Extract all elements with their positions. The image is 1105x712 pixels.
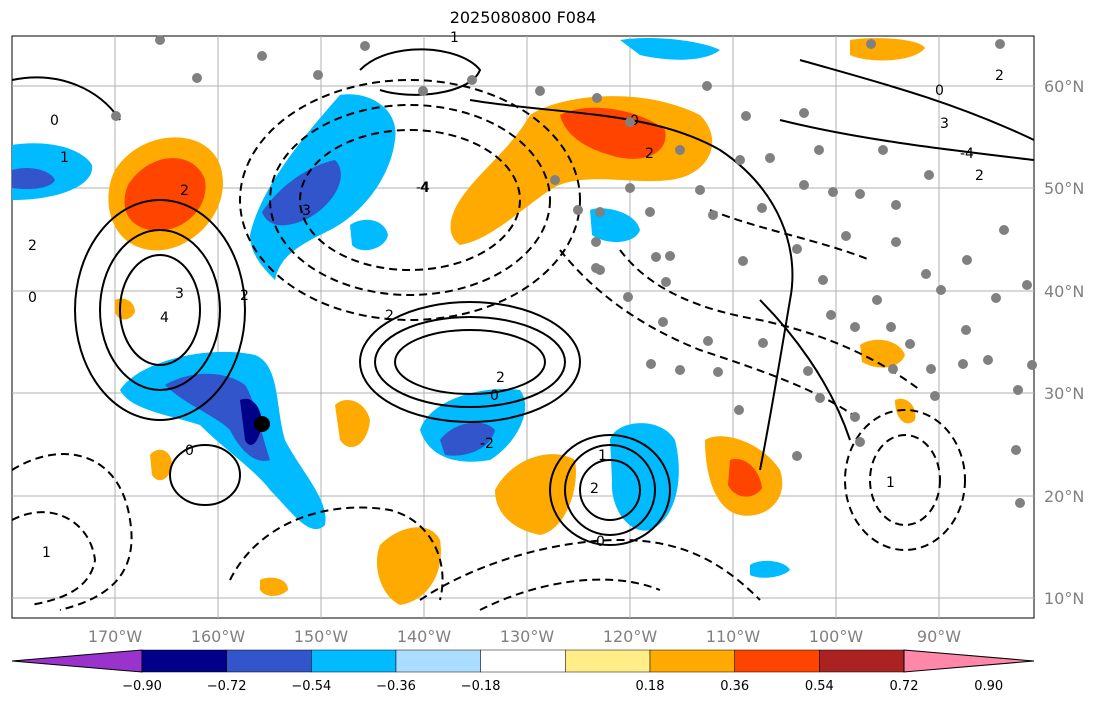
- contour-label: 1: [886, 475, 895, 491]
- negative-anomaly-area: [12, 168, 55, 190]
- negative-anomaly-area: [120, 351, 326, 530]
- lon-label: 90°W: [917, 627, 961, 646]
- negative-anomaly-area: [620, 38, 720, 60]
- contour-label: -4: [416, 180, 430, 196]
- contour-label: 2: [496, 370, 505, 386]
- colorbar-tick-label: 0.36: [720, 679, 749, 694]
- colorbar-tick-label: 0.18: [636, 679, 665, 694]
- colorbar-tick-label: 0.54: [805, 679, 834, 694]
- lon-label: 150°W: [294, 627, 349, 646]
- colorbar: −0.90 −0.72 −0.54 −0.36 −0.18 0.18 0.36 0.54 0.7…: [11, 649, 1035, 694]
- lat-label: 50°N: [1044, 179, 1084, 198]
- colorbar-bin: [565, 649, 651, 673]
- latitude-labels: 60°N 50°N 40°N 30°N 20°N 10°N: [1044, 77, 1084, 608]
- colorbar-bin: [649, 649, 735, 673]
- lon-label: 170°W: [88, 627, 143, 646]
- map-title: 2025080800 F084: [449, 8, 597, 27]
- colorbar-bin: [311, 649, 397, 673]
- contour-label: 0: [490, 388, 499, 404]
- colorbar-extend-high: [903, 649, 1035, 673]
- positive-anomaly-area: [335, 400, 370, 448]
- contour-label: 1: [60, 150, 69, 166]
- contour-label: 2: [240, 288, 249, 304]
- lon-label: 120°W: [603, 627, 658, 646]
- contour-label: 4: [420, 180, 429, 196]
- positive-anomaly-area: [260, 577, 288, 596]
- lon-label: 110°W: [706, 627, 761, 646]
- negative-contour-lines: [11, 79, 966, 611]
- negative-anomaly-area: [610, 423, 679, 531]
- contour-label: 3: [940, 116, 949, 132]
- positive-anomaly-area: [895, 398, 916, 424]
- colorbar-bin: [480, 649, 566, 673]
- contour-lines: [11, 48, 1035, 546]
- contour-label: -2: [480, 436, 494, 452]
- positive-anomaly-area: [376, 527, 441, 605]
- lat-label: 40°N: [1044, 282, 1084, 301]
- lon-label: 100°W: [809, 627, 864, 646]
- negative-anomaly-area: [590, 208, 640, 242]
- colorbar-bin: [141, 649, 227, 673]
- contour-label: 2: [590, 481, 599, 497]
- highlight-marker: [254, 416, 270, 432]
- colorbar-bin: [734, 649, 820, 673]
- contour-label: 2: [180, 183, 189, 199]
- negative-anomaly-area: [240, 398, 262, 445]
- strong-positive-anomaly-area: [560, 107, 666, 159]
- negative-anomaly-area: [440, 422, 495, 456]
- contour-label: 0: [596, 534, 605, 550]
- positive-anomaly-area: [860, 339, 905, 368]
- lon-label: 160°W: [191, 627, 246, 646]
- positive-anomaly-area: [150, 449, 172, 481]
- lat-label: 60°N: [1044, 77, 1084, 96]
- negative-anomaly-area: [750, 560, 790, 578]
- lat-label: 10°N: [1044, 589, 1084, 608]
- lon-label: 130°W: [500, 627, 555, 646]
- colorbar-tick-label: −0.54: [291, 679, 331, 694]
- negative-anomaly-area: [165, 373, 270, 461]
- contour-label: 1: [42, 545, 51, 561]
- colorbar-bin: [226, 649, 312, 673]
- contour-label: 2: [645, 146, 654, 162]
- colorbar-bin: [395, 649, 481, 673]
- contour-label: 0: [50, 113, 59, 129]
- contour-label: 4: [160, 310, 169, 326]
- colorbar-tick-label: −0.90: [122, 679, 162, 694]
- contour-label: 2: [385, 308, 394, 324]
- colorbar-tick-label: −0.18: [461, 679, 501, 694]
- colorbar-tick-label: −0.72: [207, 679, 247, 694]
- negative-anomaly-area: [350, 219, 388, 251]
- contour-label: 0: [185, 443, 194, 459]
- map-frame: [11, 35, 1035, 619]
- lat-label: 30°N: [1044, 384, 1084, 403]
- contour-label: 1: [598, 448, 607, 464]
- strong-positive-anomaly-area: [124, 158, 206, 231]
- station-markers: [111, 35, 1037, 508]
- lon-label: 140°W: [397, 627, 452, 646]
- colorbar-bin: [819, 649, 905, 673]
- colorbar-tick-label: 0.90: [974, 679, 1003, 694]
- contour-label: 3: [175, 286, 184, 302]
- colorbar-extend-low: [11, 649, 143, 673]
- contour-label: 2: [975, 168, 984, 184]
- contour-label: 2: [28, 238, 37, 254]
- contour-label: 0: [935, 83, 944, 99]
- strong-positive-anomaly-area: [728, 459, 762, 497]
- contour-label: -4: [960, 146, 974, 162]
- longitude-labels: 170°W 160°W 150°W 140°W 130°W 120°W 110°…: [88, 627, 961, 646]
- colorbar-tick-label: −0.36: [376, 679, 416, 694]
- contour-label: 0: [28, 290, 37, 306]
- lat-label: 20°N: [1044, 487, 1084, 506]
- contour-label: 2: [995, 68, 1004, 84]
- contour-label: 3: [302, 203, 311, 219]
- colorbar-tick-label: 0.72: [890, 679, 919, 694]
- contour-label: 1: [450, 30, 459, 46]
- contour-labels: 0 2 1 2 0 4 2 3 0 1 2 0 4 2 3 1 0 2 1 2 …: [28, 30, 1004, 561]
